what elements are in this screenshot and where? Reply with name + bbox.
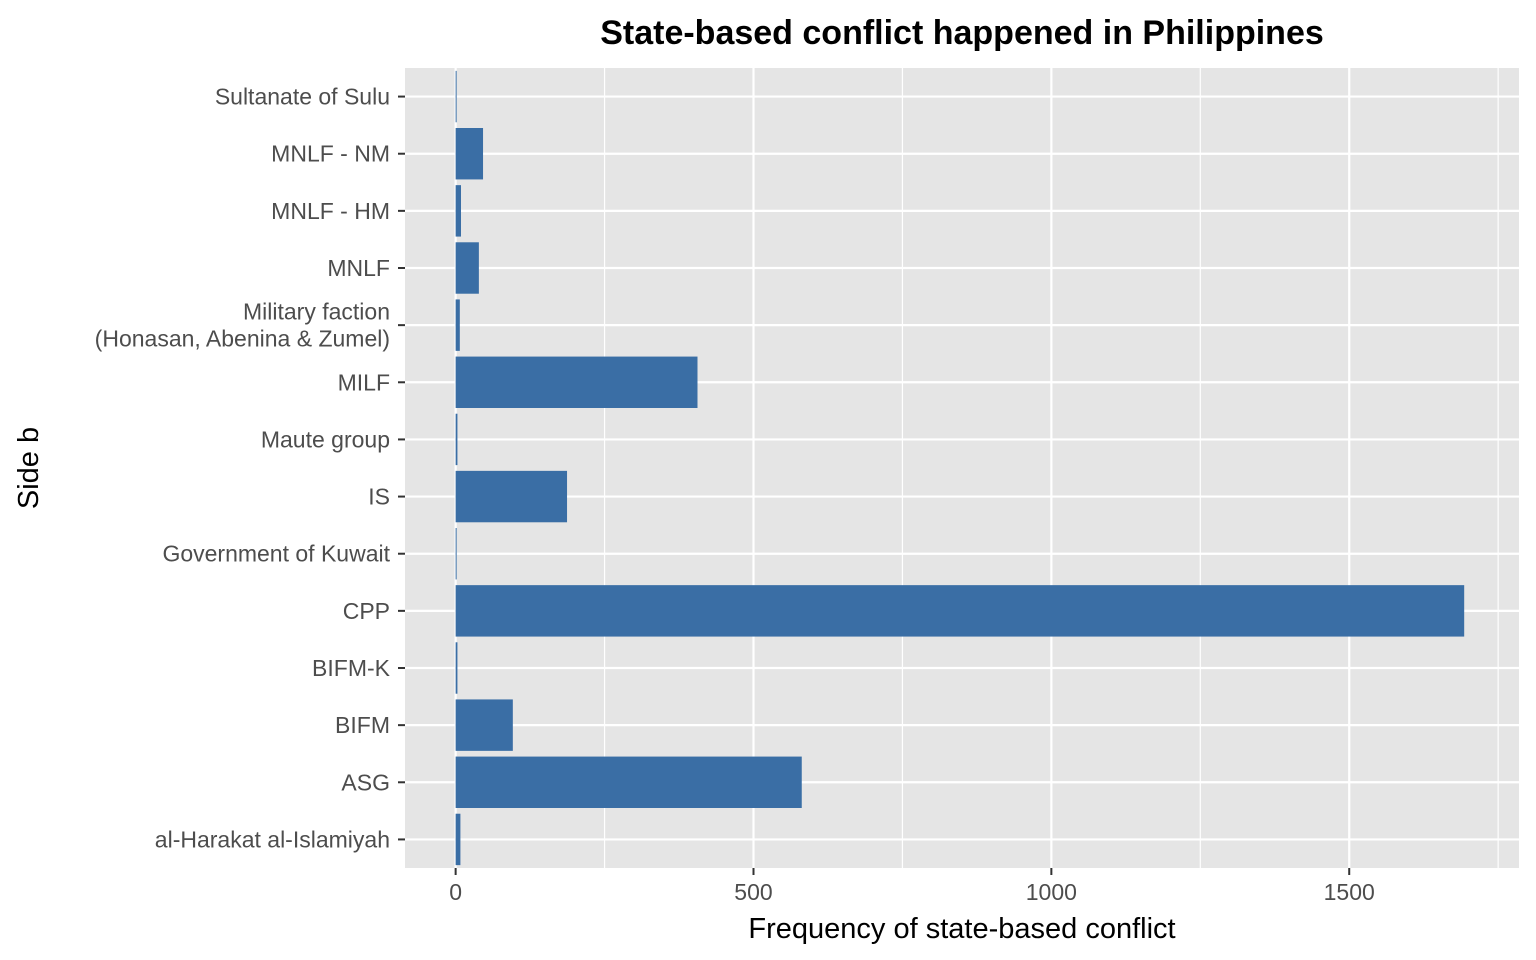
minor-gridlines bbox=[603, 68, 1499, 868]
y-tick-label: MNLF - HM bbox=[271, 198, 390, 224]
y-tick-label: Government of Kuwait bbox=[162, 541, 390, 567]
y-tick-label: CPP bbox=[343, 598, 390, 624]
y-tick-label: IS bbox=[368, 484, 390, 510]
x-tick-label: 1500 bbox=[1324, 879, 1375, 905]
x-tick-label: 0 bbox=[449, 879, 462, 905]
bar bbox=[455, 242, 479, 294]
bar bbox=[455, 699, 513, 751]
x-axis: 0 500 1000 1500 bbox=[449, 868, 1375, 905]
bar bbox=[455, 813, 461, 866]
bar bbox=[455, 585, 1465, 637]
bar bbox=[455, 185, 461, 237]
y-tick-label: ASG bbox=[341, 769, 390, 795]
bar bbox=[455, 70, 457, 123]
bar bbox=[455, 470, 568, 523]
y-axis: al-Harakat al-Islamiyah ASG BIFM BIFM-K CPP G… bbox=[95, 84, 405, 852]
y-axis-title: Side b bbox=[13, 427, 45, 509]
y-tick-label: BIFM-K bbox=[312, 655, 391, 681]
bar bbox=[455, 413, 458, 466]
x-tick-label: 500 bbox=[734, 879, 772, 905]
y-tick-label: al-Harakat al-Islamiyah bbox=[155, 826, 390, 852]
bars bbox=[455, 70, 1465, 866]
x-axis-title: Frequency of state-based conflict bbox=[748, 913, 1175, 945]
y-tick-label: BIFM bbox=[335, 712, 390, 738]
y-tick-label: MNLF - NM bbox=[271, 141, 390, 167]
chart-title: State-based conflict happened in Philipp… bbox=[600, 14, 1324, 52]
y-tick-label: Maute group bbox=[261, 426, 390, 452]
y-tick-label: MNLF bbox=[327, 255, 390, 281]
bar bbox=[455, 642, 458, 694]
bar bbox=[455, 756, 802, 808]
bar bbox=[455, 128, 484, 180]
bar bbox=[455, 528, 457, 580]
y-tick-label: Sultanate of Sulu bbox=[215, 84, 390, 110]
x-tick-label: 1000 bbox=[1026, 879, 1077, 905]
bar bbox=[455, 299, 460, 351]
plot-panel bbox=[405, 68, 1519, 868]
bar bbox=[455, 356, 698, 408]
y-tick-label: Military faction (Honasan, Abenina & Zume… bbox=[95, 299, 390, 352]
y-tick-label: MILF bbox=[338, 369, 390, 395]
